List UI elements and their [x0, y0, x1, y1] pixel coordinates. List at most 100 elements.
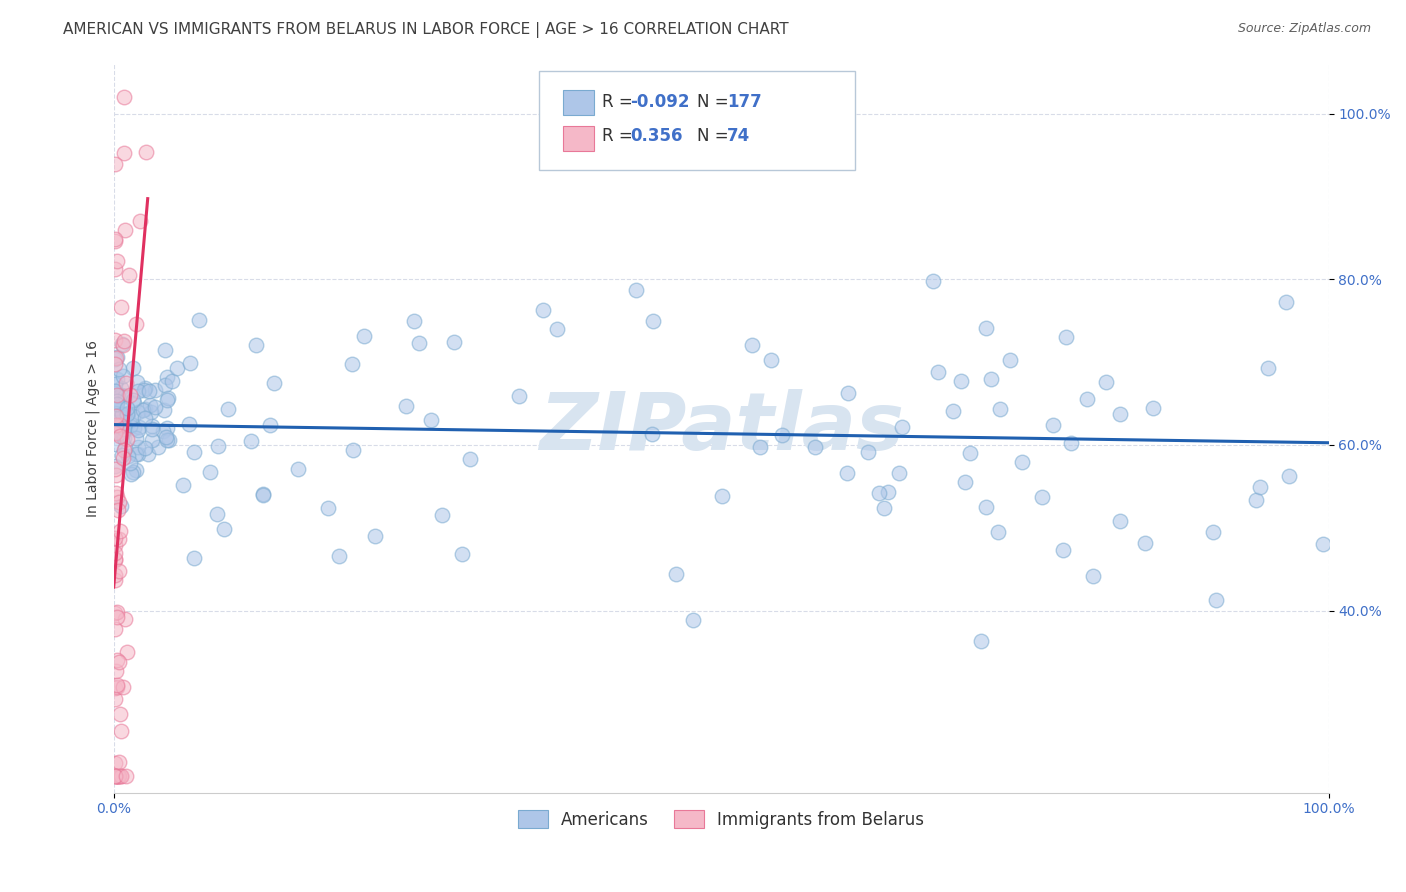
Point	[105, 769, 128, 783]
Point	[395, 399, 418, 413]
Point	[1312, 536, 1334, 550]
Point	[104, 756, 127, 771]
Point	[942, 404, 965, 418]
Point	[105, 486, 128, 500]
Point	[108, 706, 131, 721]
Point	[104, 568, 127, 582]
Point	[156, 370, 179, 384]
Point	[891, 420, 914, 434]
Point	[104, 538, 127, 552]
Text: AMERICAN VS IMMIGRANTS FROM BELARUS IN LABOR FORCE | AGE > 16 CORRELATION CHART: AMERICAN VS IMMIGRANTS FROM BELARUS IN L…	[63, 22, 789, 38]
Point	[104, 692, 127, 706]
Point	[110, 387, 132, 401]
Text: ZIPatlas: ZIPatlas	[538, 389, 904, 467]
Point	[155, 430, 177, 444]
Point	[157, 391, 180, 405]
Point	[135, 145, 157, 159]
Point	[316, 501, 339, 516]
Text: 177: 177	[727, 93, 762, 112]
Point	[112, 334, 135, 348]
Point	[107, 425, 129, 440]
Point	[1059, 436, 1081, 450]
Y-axis label: In Labor Force | Age > 16: In Labor Force | Age > 16	[86, 340, 100, 516]
Point	[131, 403, 153, 417]
Point	[837, 386, 859, 401]
Point	[104, 546, 127, 560]
Point	[104, 467, 127, 482]
Point	[108, 361, 131, 376]
Point	[1108, 407, 1130, 421]
Point	[112, 90, 135, 104]
Point	[252, 486, 274, 500]
Point	[419, 412, 441, 426]
Point	[105, 397, 128, 411]
Point	[111, 368, 134, 383]
Point	[856, 445, 879, 459]
Point	[353, 329, 375, 343]
Point	[105, 392, 128, 406]
Point	[104, 423, 127, 437]
Point	[259, 418, 281, 433]
Point	[1094, 375, 1116, 389]
Point	[1109, 514, 1132, 528]
Point	[139, 405, 162, 419]
Point	[183, 445, 205, 459]
Point	[873, 500, 896, 515]
Text: Source: ZipAtlas.com: Source: ZipAtlas.com	[1237, 22, 1371, 36]
Point	[105, 769, 128, 783]
Point	[105, 610, 128, 624]
Point	[741, 337, 763, 351]
Point	[110, 724, 132, 739]
Point	[430, 508, 453, 522]
Point	[141, 419, 163, 434]
Point	[108, 655, 131, 669]
Point	[128, 214, 150, 228]
Point	[112, 146, 135, 161]
Point	[134, 402, 156, 417]
Point	[104, 333, 127, 347]
Point	[711, 489, 734, 503]
Point	[328, 549, 350, 563]
Bar	[564, 89, 593, 115]
Point	[141, 421, 163, 435]
Point	[1000, 352, 1022, 367]
Point	[104, 531, 127, 545]
Text: 0.356: 0.356	[630, 128, 682, 145]
Point	[804, 440, 827, 454]
Point	[107, 653, 129, 667]
Point	[759, 352, 782, 367]
Point	[127, 376, 149, 390]
Point	[114, 422, 136, 436]
Point	[105, 254, 128, 268]
Point	[118, 414, 141, 428]
Point	[117, 449, 139, 463]
Point	[107, 769, 129, 783]
Point	[118, 419, 141, 434]
Point	[1142, 401, 1164, 416]
Point	[974, 500, 997, 514]
Point	[198, 465, 221, 479]
Point	[122, 421, 145, 435]
Point	[187, 313, 209, 327]
Point	[110, 381, 132, 395]
Point	[104, 156, 127, 170]
Point	[122, 360, 145, 375]
Point	[108, 418, 131, 433]
Point	[245, 338, 267, 352]
Point	[114, 389, 136, 403]
Point	[156, 421, 179, 435]
Point	[143, 401, 166, 415]
Point	[172, 478, 194, 492]
Text: R =: R =	[602, 93, 638, 112]
Point	[107, 389, 129, 403]
Point	[104, 409, 127, 424]
Point	[104, 769, 127, 783]
Point	[104, 607, 127, 621]
Point	[114, 223, 136, 237]
Point	[980, 372, 1002, 386]
Point	[115, 376, 138, 390]
Point	[1278, 468, 1301, 483]
Point	[207, 439, 229, 453]
Point	[111, 408, 134, 422]
FancyBboxPatch shape	[538, 71, 855, 169]
